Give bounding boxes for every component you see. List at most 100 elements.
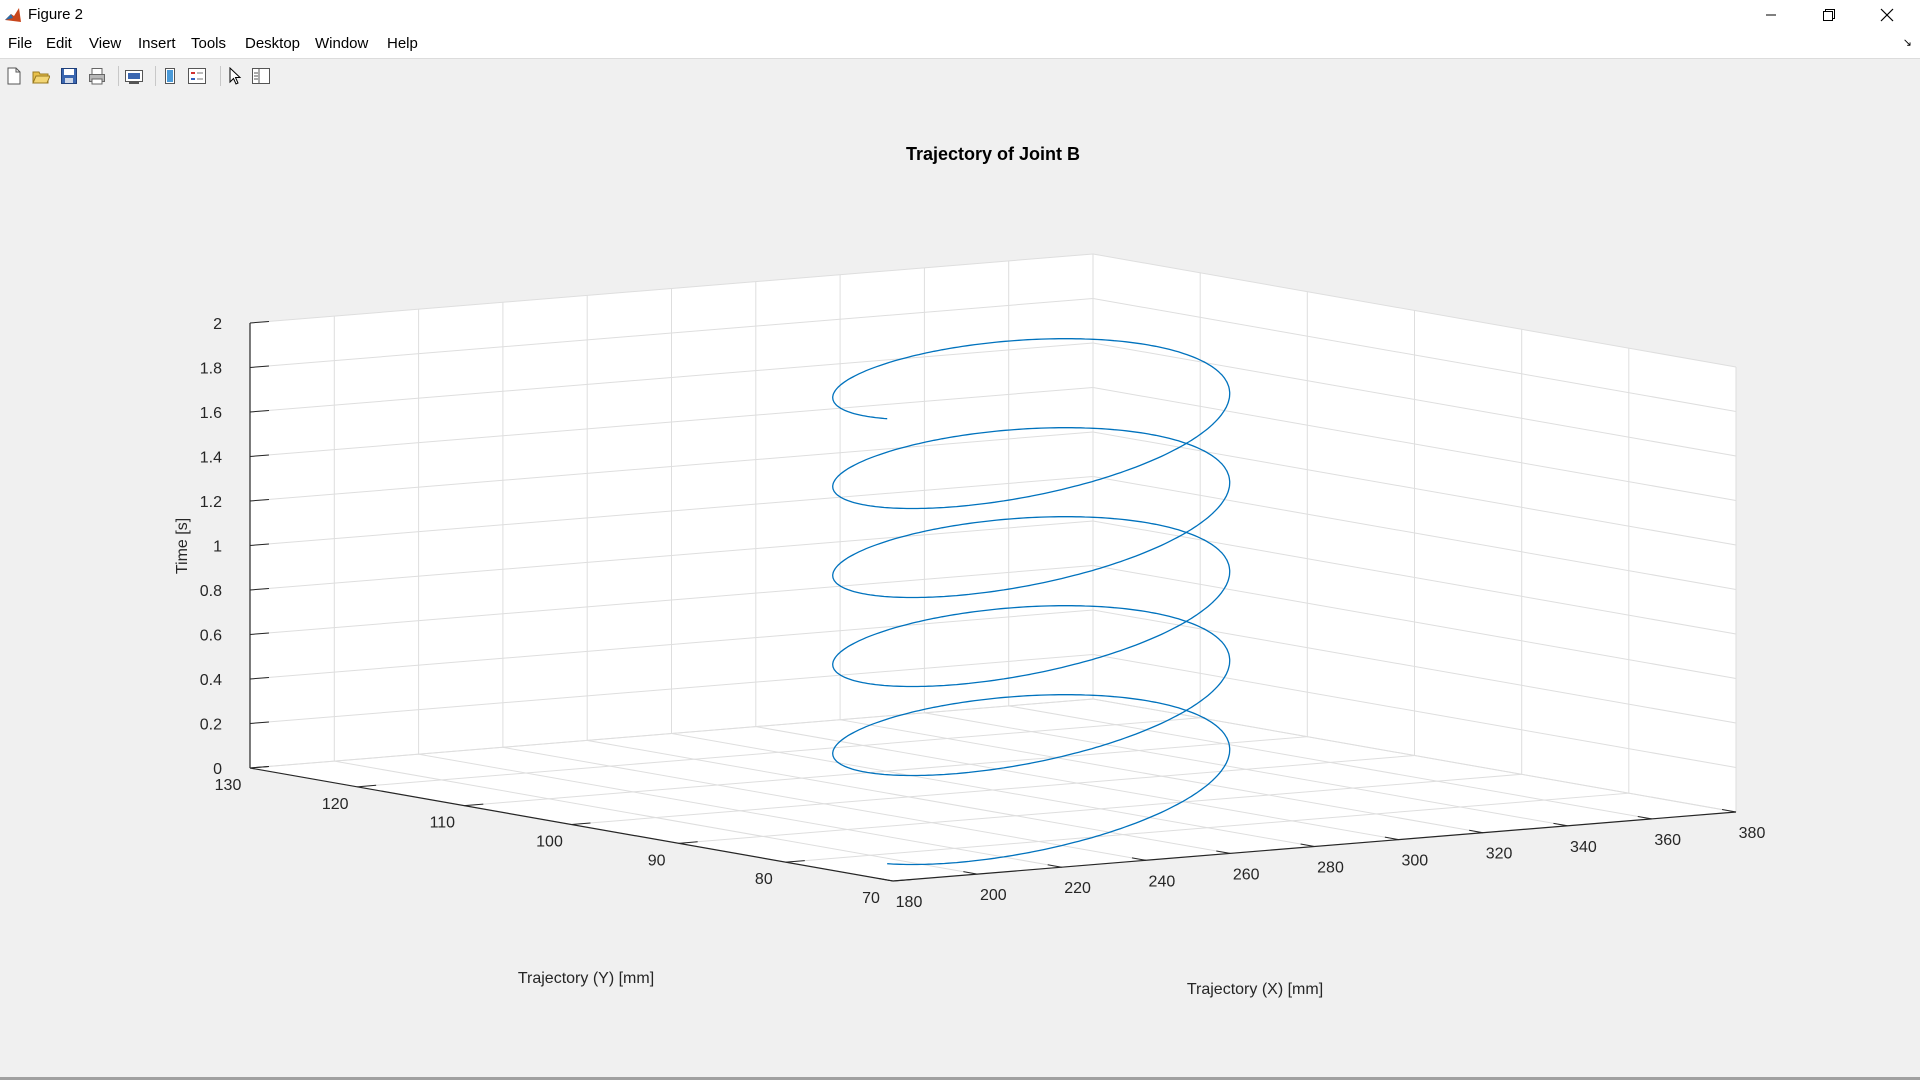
z-tick-label: 0 [213, 761, 222, 778]
figure-toolbar [0, 58, 1920, 94]
menu-tools[interactable]: Tools [191, 35, 227, 52]
z-tick [249, 365, 270, 368]
z-gridline [249, 520, 1737, 635]
insert-colorbar-button[interactable] [158, 64, 182, 88]
menu-view[interactable]: View [89, 35, 122, 52]
y-tick-label: 80 [755, 871, 773, 888]
z-gridline [249, 698, 1737, 813]
z-tick [249, 543, 270, 546]
z-tick-label: 1.8 [200, 361, 222, 378]
y-tick-label: 130 [215, 777, 242, 794]
x-tick [1384, 836, 1399, 841]
x-tick-label: 300 [1401, 853, 1428, 870]
y-tick-label: 120 [322, 796, 349, 813]
menu-desktop[interactable]: Desktop [245, 35, 301, 52]
y-axis-label: Trajectory (Y) [mm] [518, 970, 654, 987]
x-tick-label: 220 [1064, 880, 1091, 897]
menu-edit[interactable]: Edit [46, 35, 72, 52]
z-tick-label: 0.2 [200, 717, 222, 734]
toolbar-separator [118, 66, 119, 86]
new-figure-button[interactable] [2, 64, 26, 88]
figure-canvas[interactable]: 180 200 220 240 260 280 300 320 340 360 380 70 80 90 1… [0, 93, 1920, 1076]
property-editor-icon [252, 68, 270, 84]
z-tick [249, 320, 270, 324]
z-tick [249, 676, 270, 680]
z-tick [249, 765, 270, 769]
z-tick-label: 0.6 [200, 628, 222, 645]
z-gridline [249, 431, 1737, 546]
y-tick-label: 90 [648, 852, 666, 869]
save-icon [61, 68, 77, 84]
z-axis-label: Time [s] [174, 518, 191, 574]
print-button[interactable] [85, 64, 109, 88]
link-plot-button[interactable] [122, 64, 146, 88]
menu-help[interactable]: Help [387, 35, 418, 52]
link-plot-icon [125, 70, 143, 84]
title-bar: Figure 2 [0, 0, 1920, 30]
window-title: Figure 2 [28, 6, 84, 23]
z-tick [249, 454, 270, 457]
open-file-button[interactable] [29, 64, 53, 88]
y-tick [357, 784, 377, 788]
z-gridline [249, 386, 1737, 501]
x-tick [1300, 843, 1315, 847]
x-tick-label: 320 [1486, 846, 1513, 863]
x-tick-label: 260 [1233, 866, 1260, 883]
z-gridline [249, 297, 1737, 412]
z-tick [249, 587, 270, 591]
toolbar-separator [220, 66, 221, 86]
z-gridline [249, 342, 1737, 457]
close-button[interactable] [1858, 0, 1916, 30]
menu-insert[interactable]: Insert [138, 35, 176, 52]
x-tick-label: 200 [980, 887, 1007, 904]
z-gridline [249, 564, 1737, 679]
x-tick-label: 280 [1317, 860, 1344, 877]
print-icon [89, 68, 105, 85]
minimize-button[interactable] [1742, 0, 1800, 30]
open-file-icon [32, 71, 50, 84]
z-tick [249, 498, 270, 502]
x-tick [1216, 850, 1231, 854]
legend-icon [188, 68, 206, 84]
minimize-icon [1766, 14, 1776, 16]
pointer-icon [229, 67, 242, 85]
x-tick [963, 871, 978, 875]
z-tick-label: 0.4 [200, 672, 222, 689]
matlab-icon [4, 6, 22, 24]
menu-window[interactable]: Window [315, 35, 369, 52]
z-gridline [249, 653, 1737, 768]
menu-bar: File Edit View Insert Tools Desktop Wind… [0, 30, 1920, 58]
window-bottom-border [0, 1077, 1920, 1080]
dock-arrow-icon[interactable]: ↘ [1902, 37, 1912, 49]
insert-legend-button[interactable] [185, 64, 209, 88]
colorbar-icon [165, 68, 175, 84]
menu-file[interactable]: File [8, 35, 33, 52]
x-tick-label: 240 [1149, 873, 1176, 890]
axes-3d[interactable]: 180 200 220 240 260 280 300 320 340 360 380 70 80 90 1… [0, 93, 1920, 1076]
y-tick [464, 803, 484, 807]
x-tick [1721, 809, 1737, 813]
z-tick-label: 1.2 [200, 494, 222, 511]
z-tick [249, 721, 270, 724]
z-tick [249, 409, 270, 413]
x-tick-label: 380 [1739, 825, 1766, 842]
chart-title: Trajectory of Joint B [906, 144, 1080, 164]
x-tick [1047, 864, 1062, 868]
save-button[interactable] [57, 64, 81, 88]
edit-plot-button[interactable] [223, 64, 247, 88]
x-tick [878, 878, 894, 882]
y-tick [678, 841, 698, 844]
x-tick [1637, 815, 1652, 820]
z-tick-label: 1.6 [200, 405, 222, 422]
z-tick-label: 1 [213, 539, 222, 556]
z-tick-label: 0.8 [200, 583, 222, 600]
property-editor-button[interactable] [249, 64, 273, 88]
x-tick-label: 180 [896, 894, 923, 911]
x-tick-label: 360 [1654, 832, 1681, 849]
x-axis-label: Trajectory (X) [mm] [1187, 981, 1323, 998]
y-tick-label: 70 [862, 890, 880, 907]
restore-icon [1823, 9, 1835, 21]
x-tick [1469, 829, 1484, 834]
y-tick [892, 878, 913, 882]
restore-button[interactable] [1800, 0, 1858, 30]
